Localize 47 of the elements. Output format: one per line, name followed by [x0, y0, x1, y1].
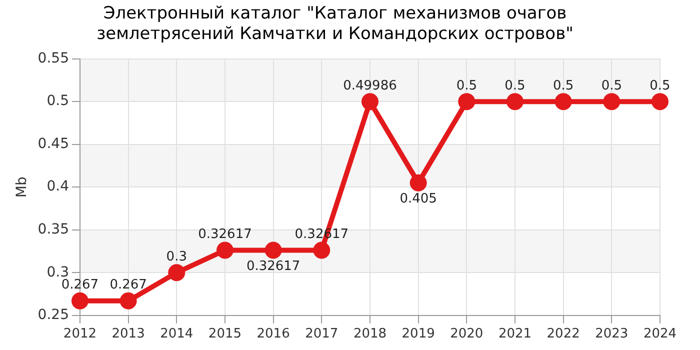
data-label: 0.32617	[246, 259, 300, 274]
x-tick-label: 2020	[450, 326, 484, 342]
data-label: 0.405	[400, 192, 437, 207]
point	[71, 292, 88, 310]
point	[120, 292, 137, 310]
y-tick-label: 0.3	[46, 264, 69, 280]
x-tick-label: 2014	[160, 326, 194, 342]
point	[458, 93, 476, 110]
point	[216, 242, 234, 259]
point	[554, 93, 572, 110]
data-label: 0.267	[61, 278, 99, 293]
point	[603, 93, 620, 110]
y-tick-label: 0.25	[38, 307, 69, 324]
x-tick-label: 2024	[643, 326, 677, 342]
data-label: 0.32617	[198, 227, 252, 242]
y-axis-title: Mb	[14, 176, 30, 198]
x-tick-label: 2019	[402, 326, 435, 342]
data-label: 0.49986	[343, 78, 397, 94]
data-label: 0.267	[110, 278, 147, 293]
data-label: 0.5	[552, 78, 574, 94]
data-label: 0.5	[650, 78, 670, 94]
x-tick-label: 2021	[498, 326, 532, 342]
x-tick-label: 2023	[595, 326, 628, 342]
x-tick-label: 2013	[112, 326, 145, 342]
x-tick-label: 2016	[256, 326, 290, 342]
point	[361, 93, 378, 110]
data-label: 0.5	[601, 78, 622, 94]
point	[652, 93, 668, 110]
point	[168, 264, 186, 282]
chart-title: Электронный каталог "Каталог механизмов очагов землетрясений Камчатки и Командорских островов"	[96, 4, 574, 44]
point	[506, 93, 524, 110]
point	[264, 242, 282, 259]
data-label: 0.5	[504, 78, 526, 94]
y-tick-label: 0.5	[46, 93, 69, 110]
data-label: 0.3	[166, 250, 187, 265]
x-tick-label: 2018	[353, 326, 387, 342]
y-tick-label: 0.55	[38, 50, 69, 66]
x-tick-label: 2017	[305, 326, 338, 342]
x-tick-label: 2012	[63, 326, 97, 342]
x-tick-label: 2015	[208, 326, 242, 342]
y-tick-label: 0.45	[38, 136, 69, 152]
x-tick-label: 2022	[546, 326, 580, 342]
point	[313, 242, 330, 259]
data-label: 0.5	[456, 78, 477, 94]
point	[410, 174, 427, 192]
y-tick-label: 0.35	[38, 222, 69, 238]
y-tick-label: 0.4	[46, 178, 70, 195]
